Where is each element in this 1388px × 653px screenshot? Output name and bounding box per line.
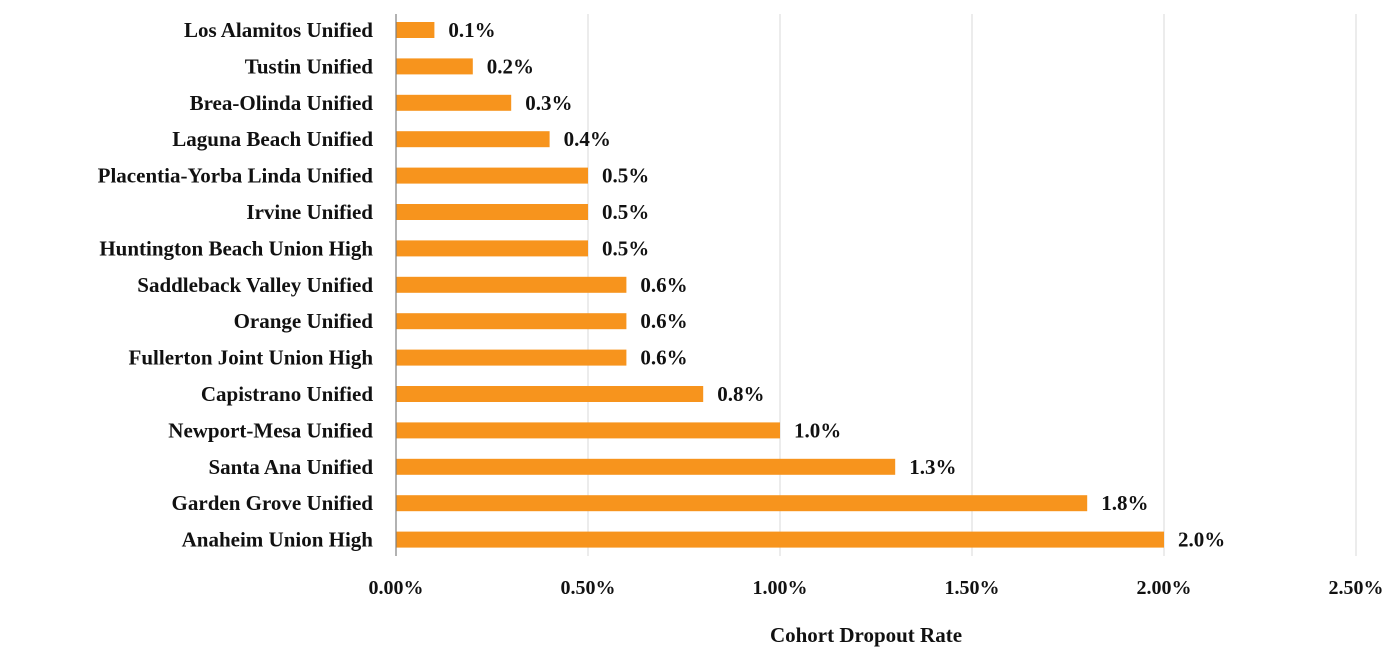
x-tick-label: 2.00% xyxy=(1137,577,1192,599)
category-label: Orange Unified xyxy=(234,309,374,333)
category-label: Capistrano Unified xyxy=(201,382,373,406)
bar xyxy=(396,94,512,111)
category-label: Huntington Beach Union High xyxy=(99,236,373,260)
bar xyxy=(396,131,550,148)
bar xyxy=(396,422,780,439)
data-label: 0.6% xyxy=(640,273,687,297)
bar xyxy=(396,276,627,293)
data-label: 2.0% xyxy=(1178,528,1225,552)
data-label: 0.4% xyxy=(564,127,611,151)
x-tick-label: 1.50% xyxy=(945,577,1000,599)
data-label: 0.5% xyxy=(602,236,649,260)
category-labels: Los Alamitos Unified Tustin Unified Brea-O… xyxy=(98,18,374,552)
data-label: 0.6% xyxy=(640,309,687,333)
data-label: 1.0% xyxy=(794,418,841,442)
data-label: 1.8% xyxy=(1101,491,1148,515)
data-label: 1.3% xyxy=(909,455,956,479)
bar xyxy=(396,349,627,366)
category-label: Laguna Beach Unified xyxy=(172,127,373,151)
data-labels: 0.1% 0.2% 0.3% 0.4% 0.5% 0.5% 0.5% 0.6% 0.6% 0.6%… xyxy=(448,18,1225,552)
data-label: 0.5% xyxy=(602,164,649,188)
bar xyxy=(396,531,1164,548)
bars xyxy=(396,22,1164,548)
x-tick-label: 0.00% xyxy=(369,577,424,599)
category-label: Tustin Unified xyxy=(245,54,374,78)
category-label: Saddleback Valley Unified xyxy=(137,273,373,297)
data-label: 0.2% xyxy=(487,54,534,78)
data-label: 0.6% xyxy=(640,346,687,370)
bar xyxy=(396,313,627,330)
data-label: 0.8% xyxy=(717,382,764,406)
bar xyxy=(396,458,896,475)
x-axis-title: Cohort Dropout Rate xyxy=(770,623,962,647)
bar xyxy=(396,204,588,220)
bar xyxy=(396,58,473,75)
category-label: Newport-Mesa Unified xyxy=(168,418,373,442)
category-label: Irvine Unified xyxy=(246,200,373,224)
bar xyxy=(396,22,435,38)
category-label: Santa Ana Unified xyxy=(208,455,373,479)
x-tick-label: 1.00% xyxy=(753,577,808,599)
category-label: Los Alamitos Unified xyxy=(184,18,373,42)
category-label: Placentia-Yorba Linda Unified xyxy=(98,164,374,188)
category-label: Anaheim Union High xyxy=(182,528,374,552)
data-label: 0.3% xyxy=(525,91,572,115)
category-label: Brea-Olinda Unified xyxy=(190,91,374,115)
category-label: Garden Grove Unified xyxy=(172,491,374,515)
bar xyxy=(396,386,704,402)
x-tick-label: 2.50% xyxy=(1329,577,1384,599)
bar xyxy=(396,167,588,184)
bar xyxy=(396,240,588,257)
data-label: 0.5% xyxy=(602,200,649,224)
data-label: 0.1% xyxy=(448,18,495,42)
x-tick-label: 0.50% xyxy=(561,577,616,599)
category-label: Fullerton Joint Union High xyxy=(129,346,374,370)
bar xyxy=(396,495,1088,512)
x-tick-labels: 0.00% 0.50% 1.00% 1.50% 2.00% 2.50% xyxy=(369,577,1384,599)
